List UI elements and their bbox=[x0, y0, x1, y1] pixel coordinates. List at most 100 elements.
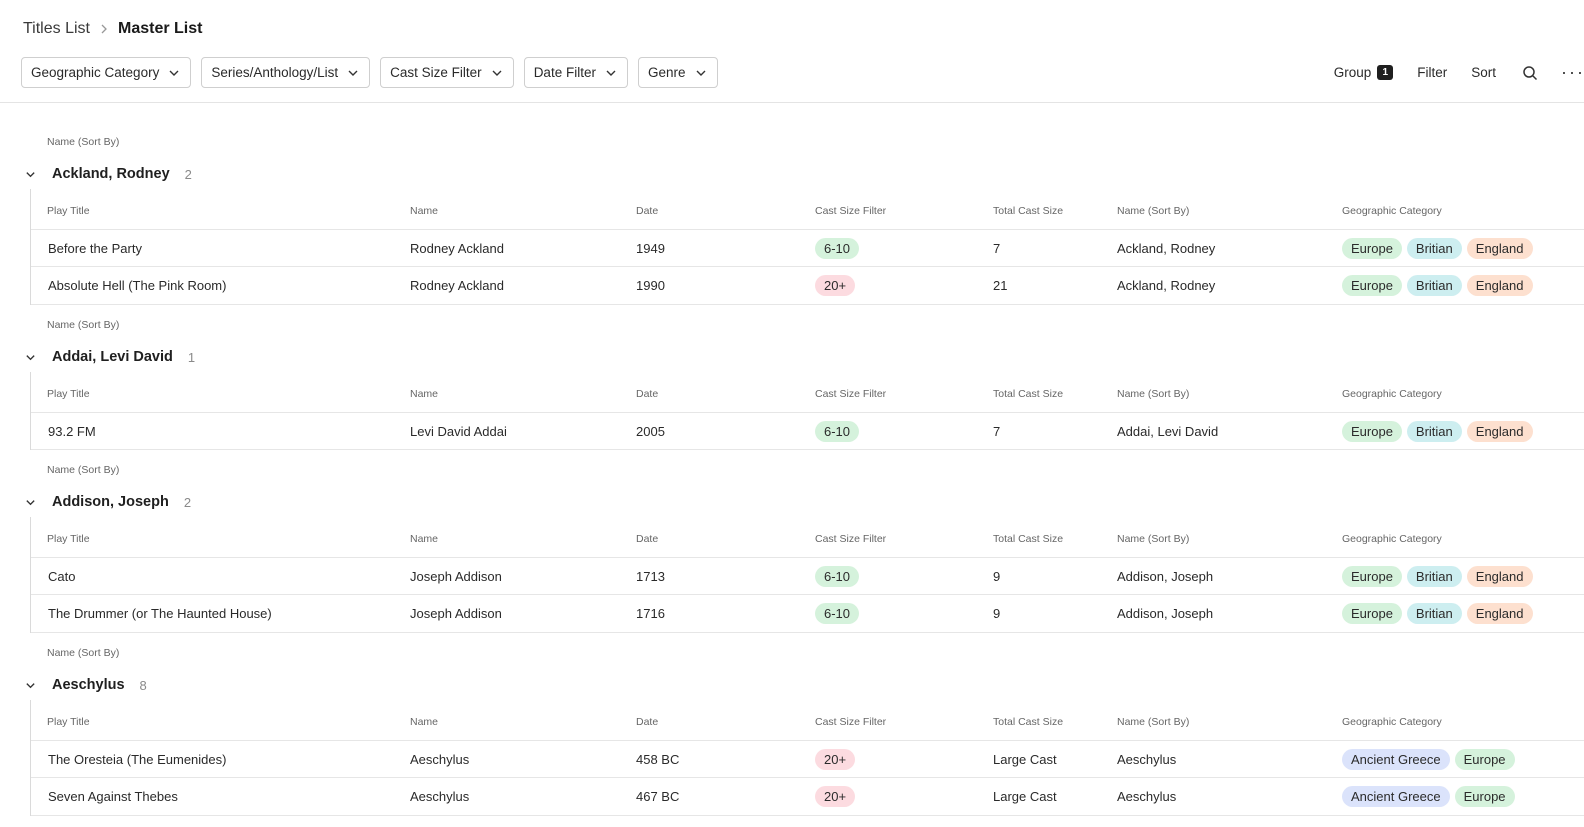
cell-play-title[interactable]: The Oresteia (The Eumenides) bbox=[48, 741, 226, 778]
table-row[interactable]: Cato Joseph Addison 1713 6-10 9 Addison, Jose… bbox=[31, 557, 1584, 595]
group-header[interactable]: Addai, Levi David 1 bbox=[23, 346, 195, 368]
chevron-down-icon bbox=[695, 67, 707, 79]
col-geographic-category[interactable]: Geographic Category bbox=[1342, 533, 1442, 545]
col-name[interactable]: Name bbox=[410, 716, 439, 728]
cell-text: 1949 bbox=[636, 241, 665, 256]
group-header[interactable]: Ackland, Rodney 2 bbox=[23, 163, 192, 185]
group-header[interactable]: Addison, Joseph 2 bbox=[23, 491, 191, 513]
cell-text: Absolute Hell (The Pink Room) bbox=[48, 278, 227, 293]
col-date[interactable]: Date bbox=[636, 716, 659, 728]
cell-name: Joseph Addison bbox=[410, 558, 502, 595]
chevron-down-icon[interactable] bbox=[23, 678, 37, 692]
cell-play-title[interactable]: Before the Party bbox=[48, 230, 142, 267]
cell-text: 9 bbox=[993, 606, 1001, 621]
cell-cast-size-filter: 6-10 bbox=[815, 595, 864, 632]
cell-text: Before the Party bbox=[48, 241, 142, 256]
filter-label: Series/Anthology/List bbox=[211, 65, 339, 80]
cell-play-title[interactable]: Absolute Hell (The Pink Room) bbox=[48, 267, 226, 304]
cell-cast-size-filter: 20+ bbox=[815, 778, 860, 815]
cell-text: 93.2 FM bbox=[48, 424, 96, 439]
filter-date[interactable]: Date Filter bbox=[523, 57, 628, 88]
cell-play-title[interactable]: The Drummer (or The Haunted House) bbox=[48, 595, 272, 632]
col-total-cast-size[interactable]: Total Cast Size bbox=[993, 533, 1064, 545]
col-date[interactable]: Date bbox=[636, 388, 659, 400]
col-play-title[interactable]: Play Title bbox=[47, 388, 90, 400]
col-geographic-category[interactable]: Geographic Category bbox=[1342, 388, 1442, 400]
filter-geographic-category[interactable]: Geographic Category bbox=[21, 57, 192, 88]
more-icon[interactable]: ··· bbox=[1562, 62, 1584, 83]
cell-text: 7 bbox=[993, 424, 1001, 439]
cell-name-sort-by: Ackland, Rodney bbox=[1117, 267, 1215, 304]
col-geographic-category[interactable]: Geographic Category bbox=[1342, 205, 1442, 217]
table-row[interactable]: Absolute Hell (The Pink Room) Rodney Ackl… bbox=[31, 267, 1584, 305]
cell-text: 21 bbox=[993, 278, 1008, 293]
cell-text: Cato bbox=[48, 569, 76, 584]
col-play-title[interactable]: Play Title bbox=[47, 716, 90, 728]
cell-name: Aeschylus bbox=[410, 778, 469, 815]
col-name[interactable]: Name bbox=[410, 533, 439, 545]
table-row[interactable]: Seven Against Thebes Aeschylus 467 BC 20+ La… bbox=[31, 778, 1584, 816]
col-cast-size-filter[interactable]: Cast Size Filter bbox=[815, 205, 887, 217]
cell-text: Addison, Joseph bbox=[1117, 606, 1214, 621]
sort-button[interactable]: Sort bbox=[1471, 65, 1496, 80]
cell-cast-size-filter: 6-10 bbox=[815, 413, 864, 450]
cell-text: 1713 bbox=[636, 569, 665, 584]
filter-cast-size[interactable]: Cast Size Filter bbox=[380, 57, 514, 88]
col-cast-size-filter[interactable]: Cast Size Filter bbox=[815, 716, 887, 728]
col-date[interactable]: Date bbox=[636, 533, 659, 545]
group-button[interactable]: Group 1 bbox=[1334, 65, 1394, 80]
cell-date: 1713 bbox=[636, 558, 665, 595]
search-icon[interactable] bbox=[1520, 63, 1540, 83]
cell-text: Seven Against Thebes bbox=[48, 789, 178, 804]
geo-tag-pill: England bbox=[1466, 566, 1533, 587]
geo-tag-pill: England bbox=[1466, 275, 1533, 296]
cell-text: 7 bbox=[993, 241, 1001, 256]
cell-play-title[interactable]: 93.2 FM bbox=[48, 413, 96, 450]
col-play-title[interactable]: Play Title bbox=[47, 533, 90, 545]
table-row[interactable]: The Drummer (or The Haunted House) Joseph… bbox=[31, 595, 1584, 633]
col-name-sort-by[interactable]: Name (Sort By) bbox=[1117, 533, 1190, 545]
col-date[interactable]: Date bbox=[636, 205, 659, 217]
cell-name: Rodney Ackland bbox=[410, 267, 504, 304]
table-row[interactable]: 93.2 FM Levi David Addai 2005 6-10 7 Addai, L… bbox=[31, 412, 1584, 450]
col-cast-size-filter[interactable]: Cast Size Filter bbox=[815, 388, 887, 400]
chevron-down-icon[interactable] bbox=[23, 495, 37, 509]
cell-cast-size-filter: 6-10 bbox=[815, 558, 864, 595]
col-name-sort-by[interactable]: Name (Sort By) bbox=[1117, 388, 1190, 400]
cell-text: Rodney Ackland bbox=[410, 241, 504, 256]
cell-text: 458 BC bbox=[636, 752, 680, 767]
chevron-down-icon bbox=[347, 67, 359, 79]
group-count-badge: 1 bbox=[1377, 65, 1394, 80]
cast-size-pill: 6-10 bbox=[815, 421, 860, 442]
col-play-title[interactable]: Play Title bbox=[47, 205, 90, 217]
col-name-sort-by[interactable]: Name (Sort By) bbox=[1117, 205, 1190, 217]
cast-size-pill: 20+ bbox=[815, 786, 856, 807]
cell-play-title[interactable]: Seven Against Thebes bbox=[48, 778, 178, 815]
col-total-cast-size[interactable]: Total Cast Size bbox=[993, 716, 1064, 728]
col-total-cast-size[interactable]: Total Cast Size bbox=[993, 388, 1064, 400]
col-name-sort-by[interactable]: Name (Sort By) bbox=[1117, 716, 1190, 728]
filter-label: Date Filter bbox=[533, 65, 596, 80]
table-row[interactable]: The Oresteia (The Eumenides) Aeschylus 458… bbox=[31, 740, 1584, 778]
filter-series-anthology-list[interactable]: Series/Anthology/List bbox=[201, 57, 371, 88]
col-cast-size-filter[interactable]: Cast Size Filter bbox=[815, 533, 887, 545]
cell-date: 1990 bbox=[636, 267, 665, 304]
group-header[interactable]: Aeschylus 8 bbox=[23, 674, 147, 696]
chevron-down-icon[interactable] bbox=[23, 167, 37, 181]
group-field-label: Name (Sort By) bbox=[47, 136, 120, 148]
cell-play-title[interactable]: Cato bbox=[48, 558, 75, 595]
cast-size-pill: 6-10 bbox=[815, 238, 860, 259]
col-total-cast-size[interactable]: Total Cast Size bbox=[993, 205, 1064, 217]
filter-label: Geographic Category bbox=[31, 65, 160, 80]
filter-button[interactable]: Filter bbox=[1417, 65, 1447, 80]
cell-text: The Oresteia (The Eumenides) bbox=[48, 752, 227, 767]
table-row[interactable]: Before the Party Rodney Ackland 1949 6-10 7 A… bbox=[31, 229, 1584, 267]
col-name[interactable]: Name bbox=[410, 388, 439, 400]
col-name[interactable]: Name bbox=[410, 205, 439, 217]
chevron-down-icon[interactable] bbox=[23, 350, 37, 364]
cast-size-pill: 6-10 bbox=[815, 566, 860, 587]
cell-total-cast-size: 9 bbox=[993, 595, 1000, 632]
filter-genre[interactable]: Genre bbox=[637, 57, 718, 88]
col-geographic-category[interactable]: Geographic Category bbox=[1342, 716, 1442, 728]
breadcrumb-parent[interactable]: Titles List bbox=[23, 20, 90, 37]
